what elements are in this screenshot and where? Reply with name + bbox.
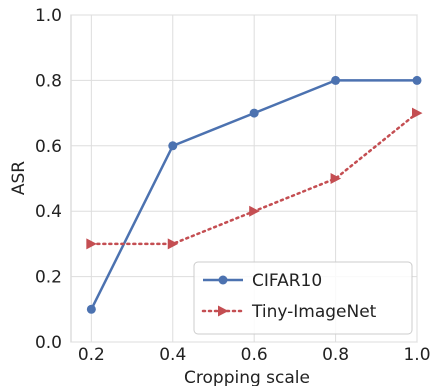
- legend-tinyimagenet-label: Tiny-ImageNet: [251, 302, 377, 322]
- y-tick-label: 0.6: [35, 137, 62, 157]
- series-layer: [86, 75, 423, 314]
- y-tick-label: 0.4: [35, 202, 62, 222]
- tick-labels: 0.2 0.4 0.6 0.8 1.0 0.0 0.2 0.4 0.6 0.8 1.0: [35, 6, 431, 365]
- legend: CIFAR10 Tiny-ImageNet: [193, 261, 413, 335]
- legend-tinyimagenet-marker: [218, 305, 229, 317]
- x-axis-title: Cropping scale: [184, 368, 310, 386]
- y-tick-label: 1.0: [35, 6, 62, 26]
- series-1-point: [330, 173, 342, 184]
- series-0-point: [86, 304, 96, 314]
- series-0-point: [168, 141, 178, 151]
- y-axis-title: ASR: [9, 161, 29, 195]
- x-tick-label: 0.8: [322, 345, 349, 365]
- series-1-point: [412, 107, 423, 119]
- y-tick-label: 0.0: [35, 333, 62, 353]
- y-tick-label: 0.8: [35, 71, 62, 91]
- x-tick-label: 0.6: [241, 345, 268, 365]
- series-0-point: [412, 75, 422, 85]
- series-1-point: [249, 205, 260, 217]
- x-tick-label: 1.0: [403, 345, 430, 365]
- x-tick-label: 0.2: [78, 345, 105, 365]
- series-0-point: [249, 108, 259, 118]
- series-1-point: [86, 238, 97, 250]
- series-1-point: [167, 238, 179, 250]
- legend-cifar10-label: CIFAR10: [252, 271, 322, 291]
- x-tick-label: 0.4: [159, 345, 186, 365]
- y-tick-label: 0.2: [35, 268, 62, 288]
- legend-box: [193, 261, 413, 335]
- legend-cifar10-marker: [218, 275, 228, 285]
- series-0-point: [331, 75, 341, 85]
